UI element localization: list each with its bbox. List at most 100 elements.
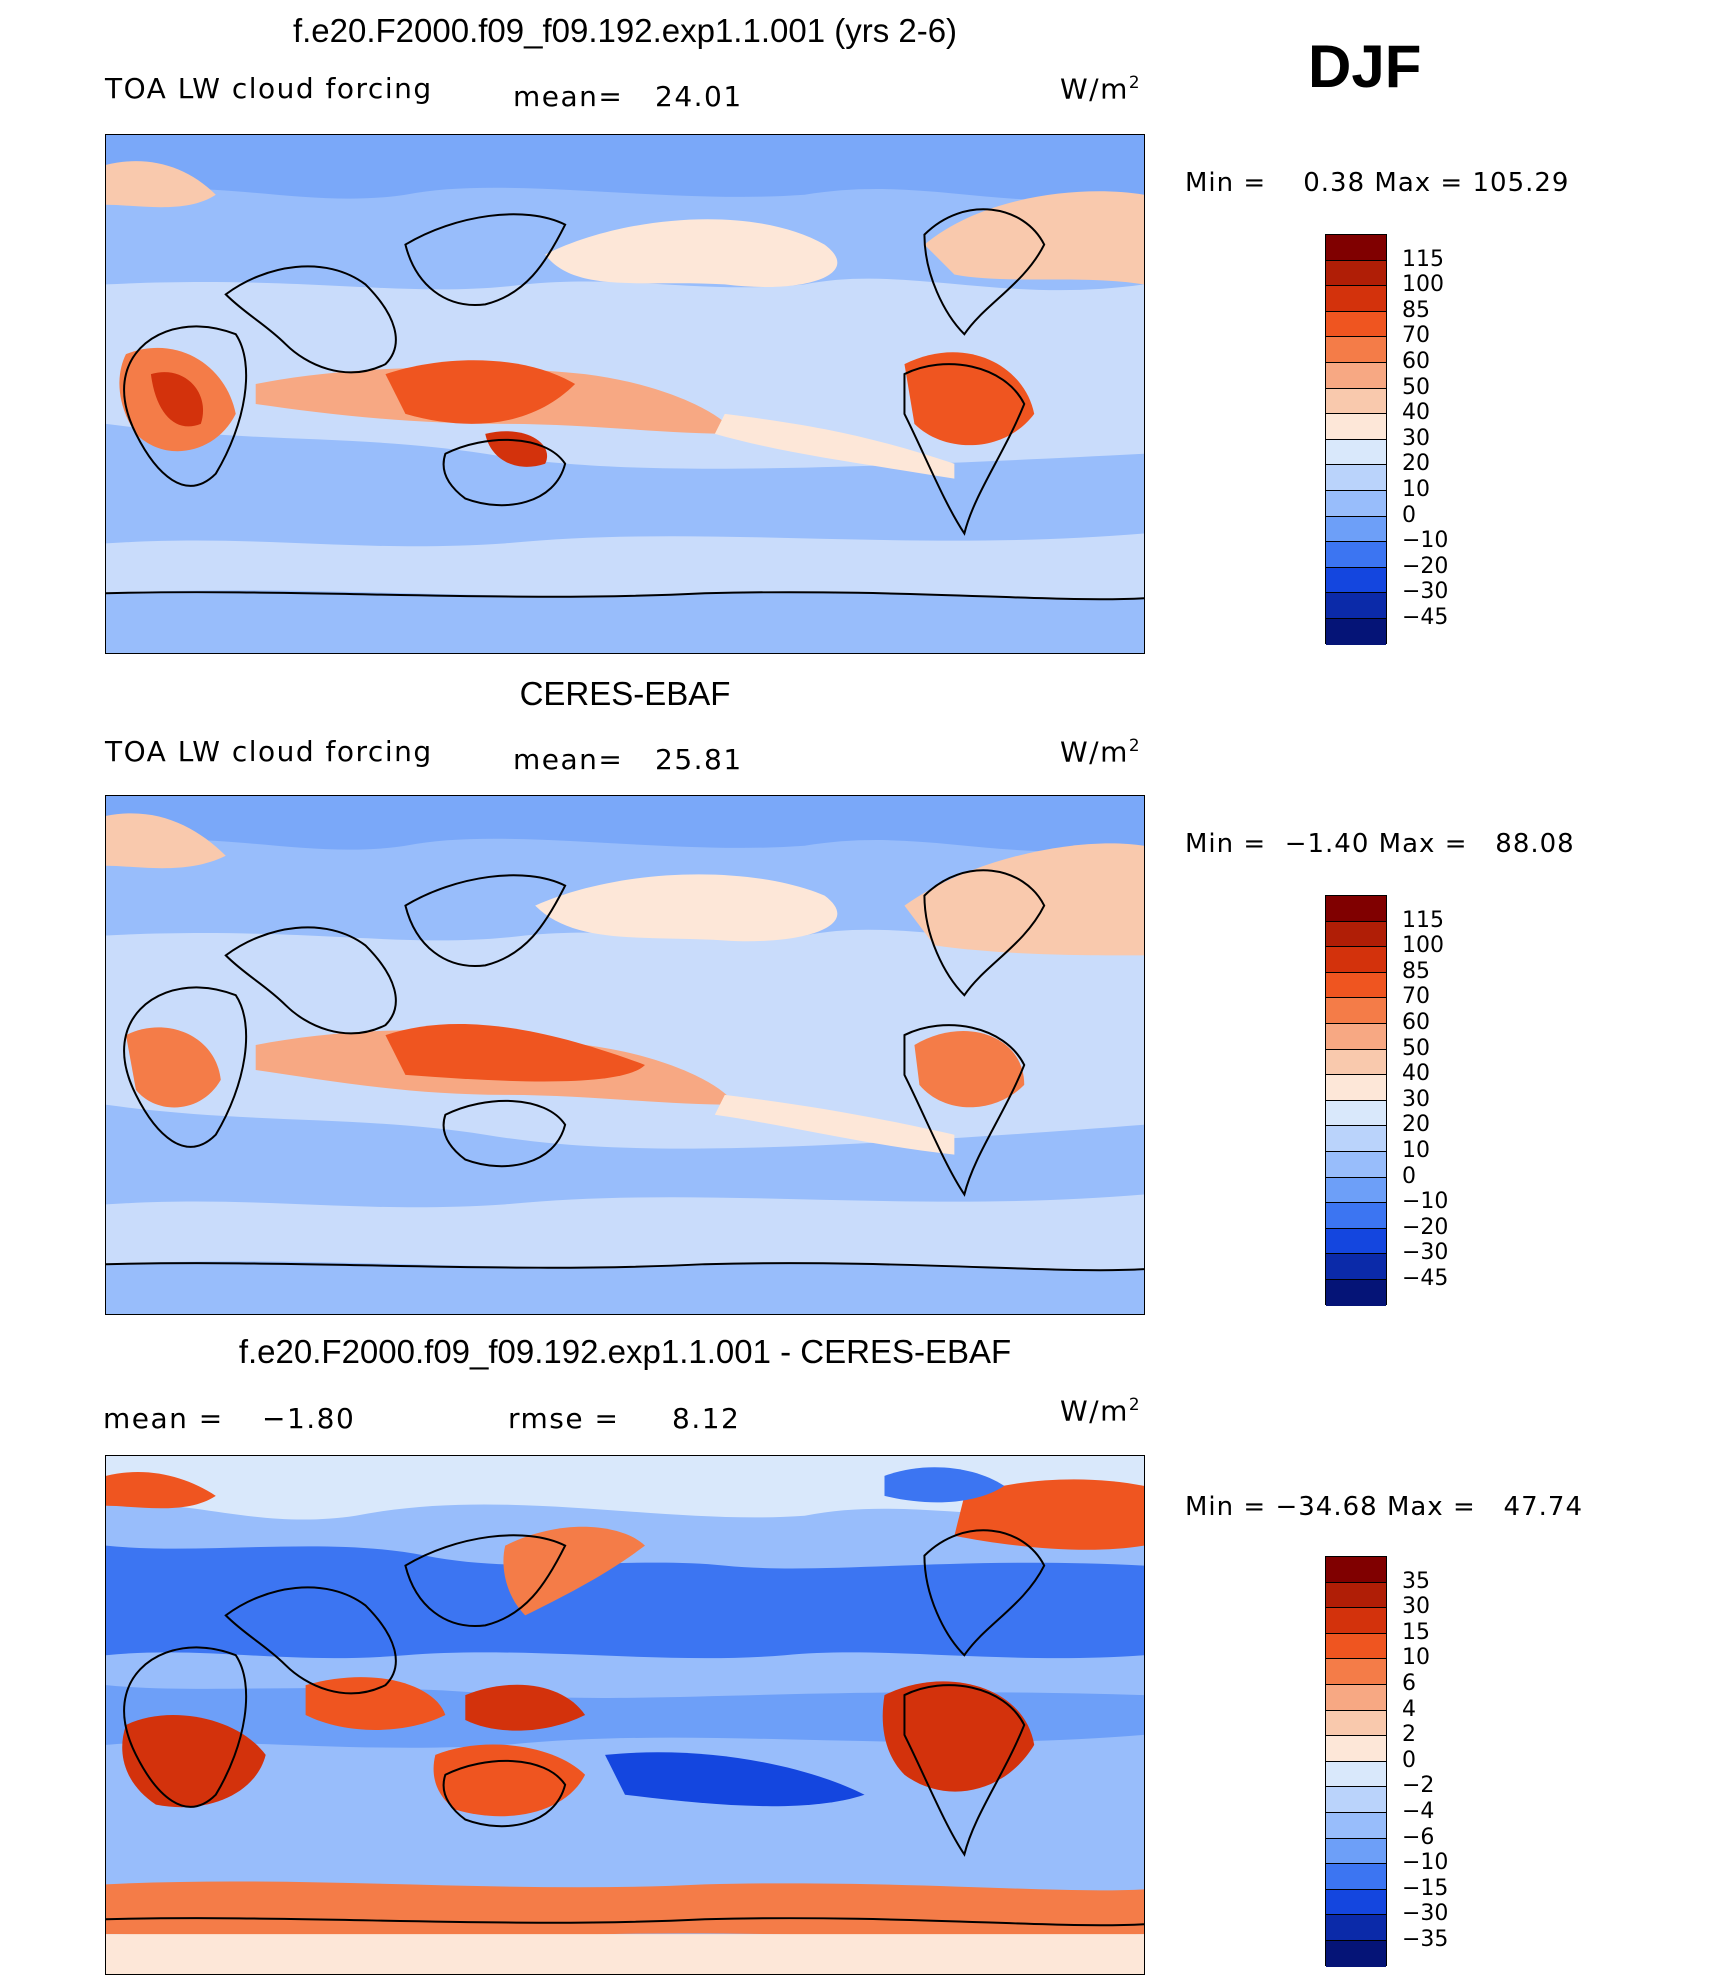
colorbar-label: 6: [1402, 1671, 1416, 1696]
colorbar-swatch: [1326, 998, 1386, 1024]
colorbar-swatch: [1326, 921, 1386, 948]
colorbar-swatch: [1326, 1838, 1386, 1865]
colorbar-swatch: [1326, 311, 1386, 338]
colorbar-swatch: [1326, 1659, 1386, 1685]
colorbar-swatch: [1326, 1177, 1386, 1204]
colorbar-label: 15: [1402, 1619, 1430, 1645]
colorbar-label: 10: [1402, 1645, 1430, 1671]
colorbar-label: 100: [1402, 933, 1444, 959]
colorbar-label: −15: [1402, 1875, 1449, 1901]
colorbar-swatch: [1326, 414, 1386, 440]
colorbar-swatch: [1326, 1787, 1386, 1813]
colorbar-label: −30: [1402, 1901, 1449, 1927]
colorbar-label: 20: [1402, 1112, 1430, 1138]
colorbar-swatch: [1326, 516, 1386, 543]
panel-3-mean-value: −1.80: [262, 1402, 356, 1435]
colorbar-swatch: [1326, 1864, 1386, 1890]
panel-2-subtitle: TOA LW cloud forcing: [105, 735, 433, 768]
colorbar-swatch: [1326, 1889, 1386, 1916]
colorbar-swatch: [1326, 567, 1386, 594]
panel-3-rmse-label: rmse =: [508, 1402, 620, 1435]
colorbar-label: 100: [1402, 272, 1444, 298]
colorbar-label: 30: [1402, 1594, 1430, 1620]
colorbar-label: −35: [1402, 1927, 1449, 1952]
colorbar-swatch: [1326, 337, 1386, 363]
panel-3-mean-label: mean =: [103, 1402, 224, 1435]
panel-1-mean-value: 24.01: [655, 80, 743, 113]
colorbar-swatch: [1326, 1557, 1386, 1583]
colorbar-swatch: [1326, 1684, 1386, 1711]
colorbar-label: 85: [1402, 958, 1430, 984]
colorbar-swatch: [1326, 1126, 1386, 1152]
colorbar-label: 2: [1402, 1722, 1416, 1748]
colorbar-label: 10: [1402, 1138, 1430, 1163]
colorbar-label: −45: [1402, 1266, 1449, 1291]
colorbar-label: 35: [1402, 1568, 1430, 1594]
colorbar-label: 0: [1402, 1747, 1416, 1773]
colorbar-swatch: [1326, 1710, 1386, 1737]
colorbar-label: 30: [1402, 1086, 1430, 1112]
panel-3-map: [105, 1455, 1145, 1975]
panel-1-title: f.e20.F2000.f09_f09.192.exp1.1.001 (yrs …: [292, 12, 958, 49]
colorbar-label: 40: [1402, 400, 1430, 426]
panel-2-map: [105, 795, 1145, 1315]
colorbar-label: −2: [1402, 1773, 1435, 1799]
colorbar-swatch: [1326, 362, 1386, 389]
panel-3-units: W/m2: [1060, 1394, 1142, 1428]
colorbar-swatch: [1326, 618, 1386, 645]
colorbar-swatch: [1326, 542, 1386, 568]
colorbar-swatch: [1326, 286, 1386, 312]
colorbar-swatch: [1326, 896, 1386, 922]
panel-1-subtitle: TOA LW cloud forcing: [105, 72, 433, 105]
colorbar-swatch: [1326, 1582, 1386, 1609]
panel-3-minmax: Min = −34.68 Max = 47.74: [1185, 1492, 1583, 1522]
colorbar-swatch: [1326, 439, 1386, 466]
colorbar-label: −6: [1402, 1824, 1435, 1850]
colorbar-swatch: [1326, 1049, 1386, 1076]
colorbar-label: −4: [1402, 1799, 1435, 1824]
colorbar-label: 60: [1402, 1010, 1430, 1035]
panel-3-colorbar-swatches: [1325, 1556, 1387, 1967]
colorbar-swatch: [1326, 1228, 1386, 1255]
panel-2-minmax: Min = −1.40 Max = 88.08: [1185, 829, 1575, 859]
colorbar-swatch: [1326, 1940, 1386, 1967]
colorbar-label: 50: [1402, 1035, 1430, 1061]
colorbar-label: 4: [1402, 1696, 1416, 1722]
colorbar-label: 10: [1402, 477, 1430, 502]
panel-1-mean-label: mean=: [513, 80, 624, 113]
colorbar-label: 50: [1402, 374, 1430, 400]
colorbar-swatch: [1326, 1736, 1386, 1762]
colorbar-swatch: [1326, 1608, 1386, 1634]
colorbar-label: 20: [1402, 451, 1430, 477]
colorbar-swatch: [1326, 1633, 1386, 1660]
colorbar-label: 0: [1402, 502, 1416, 528]
panel-1-minmax: Min = 0.38 Max = 105.29: [1185, 168, 1570, 198]
colorbar-swatch: [1326, 972, 1386, 999]
colorbar-swatch: [1326, 235, 1386, 261]
colorbar-label: 70: [1402, 323, 1430, 349]
colorbar-label: −30: [1402, 1240, 1449, 1266]
panel-3-title: f.e20.F2000.f09_f09.192.exp1.1.001 - CER…: [238, 1333, 1012, 1370]
colorbar-label: 70: [1402, 984, 1430, 1010]
colorbar-label: −20: [1402, 553, 1449, 579]
colorbar-label: −10: [1402, 1850, 1449, 1876]
panel-2-units: W/m2: [1060, 735, 1142, 769]
panel-2-mean-value: 25.81: [655, 743, 743, 776]
colorbar-swatch: [1326, 1203, 1386, 1229]
colorbar-label: −45: [1402, 605, 1449, 630]
colorbar-swatch: [1326, 1812, 1386, 1839]
panel-2-colorbar-swatches: [1325, 895, 1387, 1306]
colorbar-label: 60: [1402, 349, 1430, 374]
colorbar-label: −10: [1402, 528, 1449, 554]
colorbar-label: 85: [1402, 297, 1430, 323]
colorbar-swatch: [1326, 490, 1386, 517]
panel-2-mean-label: mean=: [513, 743, 624, 776]
panel-1-map: [105, 134, 1145, 654]
panel-3-rmse-value: 8.12: [672, 1402, 741, 1435]
colorbar-swatch: [1326, 1100, 1386, 1127]
colorbar-label: −10: [1402, 1189, 1449, 1215]
colorbar-swatch: [1326, 260, 1386, 287]
colorbar-swatch: [1326, 1023, 1386, 1050]
colorbar-label: 115: [1402, 246, 1444, 272]
colorbar-swatch: [1326, 465, 1386, 491]
